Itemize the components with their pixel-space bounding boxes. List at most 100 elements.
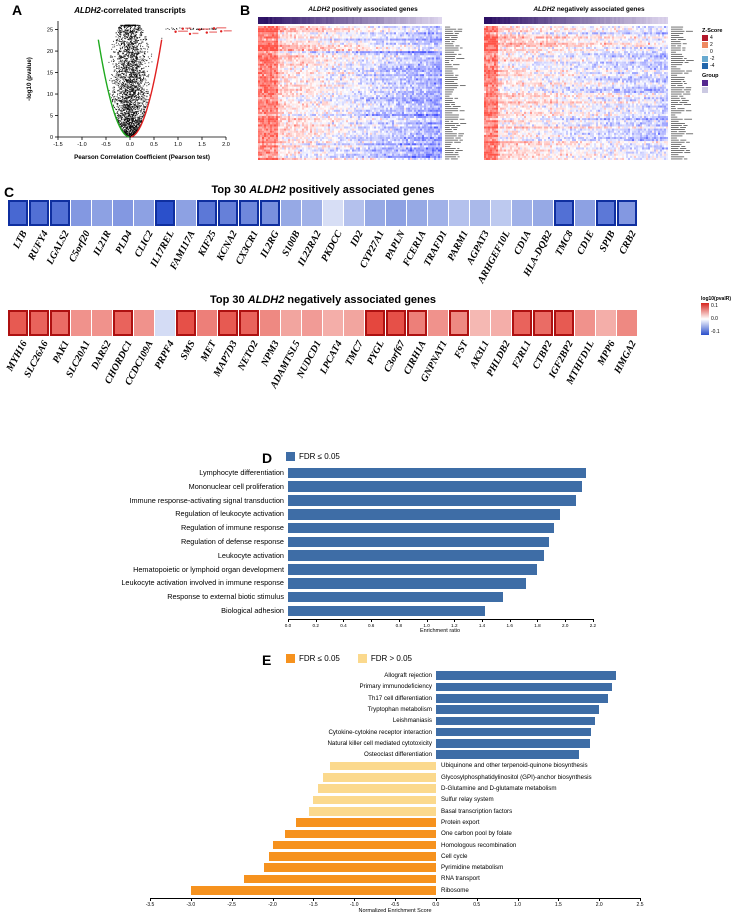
heatmap-negative-body bbox=[484, 26, 668, 160]
d-axis-tick bbox=[454, 619, 456, 622]
heatmap-positive-title-suffix: positively associated genes bbox=[329, 6, 418, 13]
go-bar-label: Biological adhesion bbox=[221, 606, 284, 616]
strip-legend-tick-mid: 0.0 bbox=[711, 316, 718, 322]
nes-bar bbox=[295, 818, 436, 827]
strip-cell bbox=[428, 200, 448, 226]
go-bar-track bbox=[288, 495, 618, 506]
heatmap-legend: Z-Score 4 2 0 -2 -4 Group bbox=[702, 28, 736, 93]
strip-color-legend: log10(pvalR) 0.1 0.0 -0.1 bbox=[701, 296, 731, 335]
fdr-sig-label: FDR ≤ 0.05 bbox=[299, 452, 340, 461]
go-bar bbox=[288, 591, 503, 603]
nes-bar bbox=[190, 886, 436, 895]
strip-cell bbox=[281, 310, 301, 336]
e-axis-tick-label: -0.5 bbox=[390, 901, 400, 908]
go-bar-row: Hematopoietic or lymphoid organ developm… bbox=[98, 563, 618, 577]
zscore-tick: 4 bbox=[710, 35, 713, 41]
e-axis-tick bbox=[354, 897, 356, 901]
zscore-legend-row: -4 bbox=[702, 63, 736, 69]
panel-a-title: ALDH2-correlated transcripts bbox=[26, 6, 234, 15]
strip-cell bbox=[386, 310, 406, 336]
zscore-swatch bbox=[702, 49, 708, 55]
go-bar-label: Lymphocyte differentiation bbox=[199, 468, 284, 478]
nes-bar-label: Glycosylphosphatidylinositol (GPI)-ancho… bbox=[441, 773, 592, 781]
d-axis-tick bbox=[343, 619, 345, 622]
fdr-ns-label: FDR > 0.05 bbox=[370, 654, 412, 663]
zscore-swatch bbox=[702, 56, 708, 62]
strip-cell bbox=[281, 200, 301, 226]
strip-cell bbox=[470, 310, 490, 336]
d-axis-tick-label: 0.8 bbox=[395, 623, 403, 628]
d-axis-tick-label: 0.4 bbox=[340, 623, 347, 628]
go-bar-track bbox=[288, 550, 618, 561]
go-bar-row: Leukocyte activation involved in immune … bbox=[98, 576, 618, 590]
d-axis-tick bbox=[509, 619, 511, 622]
strip-negative-title-suffix: negatively associated genes bbox=[284, 294, 436, 306]
nes-bar-label: Basal transcription factors bbox=[441, 807, 513, 815]
d-axis-tick-label: 1.4 bbox=[478, 623, 486, 628]
strip-cell bbox=[365, 310, 385, 336]
nes-bar-label: RNA transport bbox=[441, 875, 480, 883]
d-axis-tick-label: 2.2 bbox=[589, 623, 597, 628]
d-axis-tick bbox=[592, 619, 594, 622]
go-bar-row: Regulation of defense response bbox=[98, 535, 618, 549]
strip-negative-title-gene: ALDH2 bbox=[247, 294, 285, 306]
group-legend-row bbox=[702, 87, 736, 93]
heatmap-negative-title-gene: ALDH2 bbox=[533, 6, 556, 13]
strip-cell bbox=[533, 200, 553, 226]
strip-cell bbox=[449, 310, 469, 336]
strip-cell bbox=[92, 310, 112, 336]
e-axis-tick-label: -1.0 bbox=[349, 901, 359, 908]
strip-positive-cells bbox=[8, 200, 638, 226]
go-bar-track bbox=[288, 481, 618, 492]
nes-bar bbox=[272, 840, 436, 850]
strip-cell bbox=[596, 310, 616, 336]
go-bar-label: Response to external biotic stimulus bbox=[167, 592, 284, 602]
nes-bar-label: Natural killer cell mediated cytotoxicit… bbox=[327, 739, 432, 747]
go-bar-track bbox=[288, 564, 618, 575]
e-axis-tick-label: 1.0 bbox=[514, 901, 521, 908]
heatmap-positive-title: ALDH2 positively associated genes bbox=[258, 6, 468, 13]
strip-cell bbox=[344, 310, 364, 336]
e-axis-tick bbox=[640, 897, 642, 901]
fdr-ns-swatch bbox=[357, 654, 367, 663]
strip-cell bbox=[554, 310, 574, 336]
strip-cell bbox=[155, 200, 175, 226]
e-axis-tick bbox=[231, 897, 233, 901]
strip-cell bbox=[470, 200, 490, 226]
go-bar-track bbox=[288, 467, 618, 479]
e-axis-tick bbox=[558, 897, 560, 901]
fdr-sig-orange-swatch bbox=[286, 654, 295, 663]
nes-bar bbox=[329, 761, 436, 771]
fdr-sig-orange-label: FDR ≤ 0.05 bbox=[299, 654, 340, 663]
strip-cell bbox=[113, 310, 133, 336]
nes-bar-label: D-Glutamine and D-glutamate metabolism bbox=[441, 785, 557, 792]
d-axis-tick bbox=[482, 619, 484, 622]
go-bar bbox=[288, 550, 545, 561]
go-bar-row: Regulation of leukocyte activation bbox=[98, 507, 618, 521]
nes-bar-label: Primary immunodeficiency bbox=[359, 683, 432, 691]
e-axis-tick bbox=[435, 897, 437, 901]
go-bar bbox=[288, 495, 577, 506]
volcano-scatter-plot bbox=[22, 17, 234, 173]
e-axis-tick-label: 0.5 bbox=[473, 901, 481, 908]
strip-legend-ticks: 0.1 0.0 -0.1 bbox=[711, 303, 720, 335]
d-axis-tick bbox=[315, 619, 317, 622]
strip-cell bbox=[512, 310, 532, 336]
strip-cell bbox=[617, 200, 637, 226]
strip-cell bbox=[533, 310, 553, 336]
strip-cell bbox=[8, 200, 28, 226]
strip-cell bbox=[575, 200, 595, 226]
d-axis-tick bbox=[426, 619, 428, 622]
go-bar bbox=[288, 467, 586, 479]
nes-bar-label: Pyrimidine metabolism bbox=[441, 864, 504, 872]
strip-cell bbox=[323, 310, 343, 336]
zscore-tick: -4 bbox=[710, 63, 715, 69]
zscore-legend-row: -2 bbox=[702, 56, 736, 62]
strip-negative-title: Top 30 ALDH2 negatively associated genes bbox=[8, 294, 638, 306]
nes-bar bbox=[436, 716, 596, 726]
go-bar-row: Regulation of immune response bbox=[98, 521, 618, 535]
strip-cell bbox=[92, 200, 112, 226]
zscore-legend-row: 0 bbox=[702, 49, 736, 55]
go-bar-track bbox=[288, 605, 618, 617]
e-axis-tick bbox=[313, 897, 315, 901]
